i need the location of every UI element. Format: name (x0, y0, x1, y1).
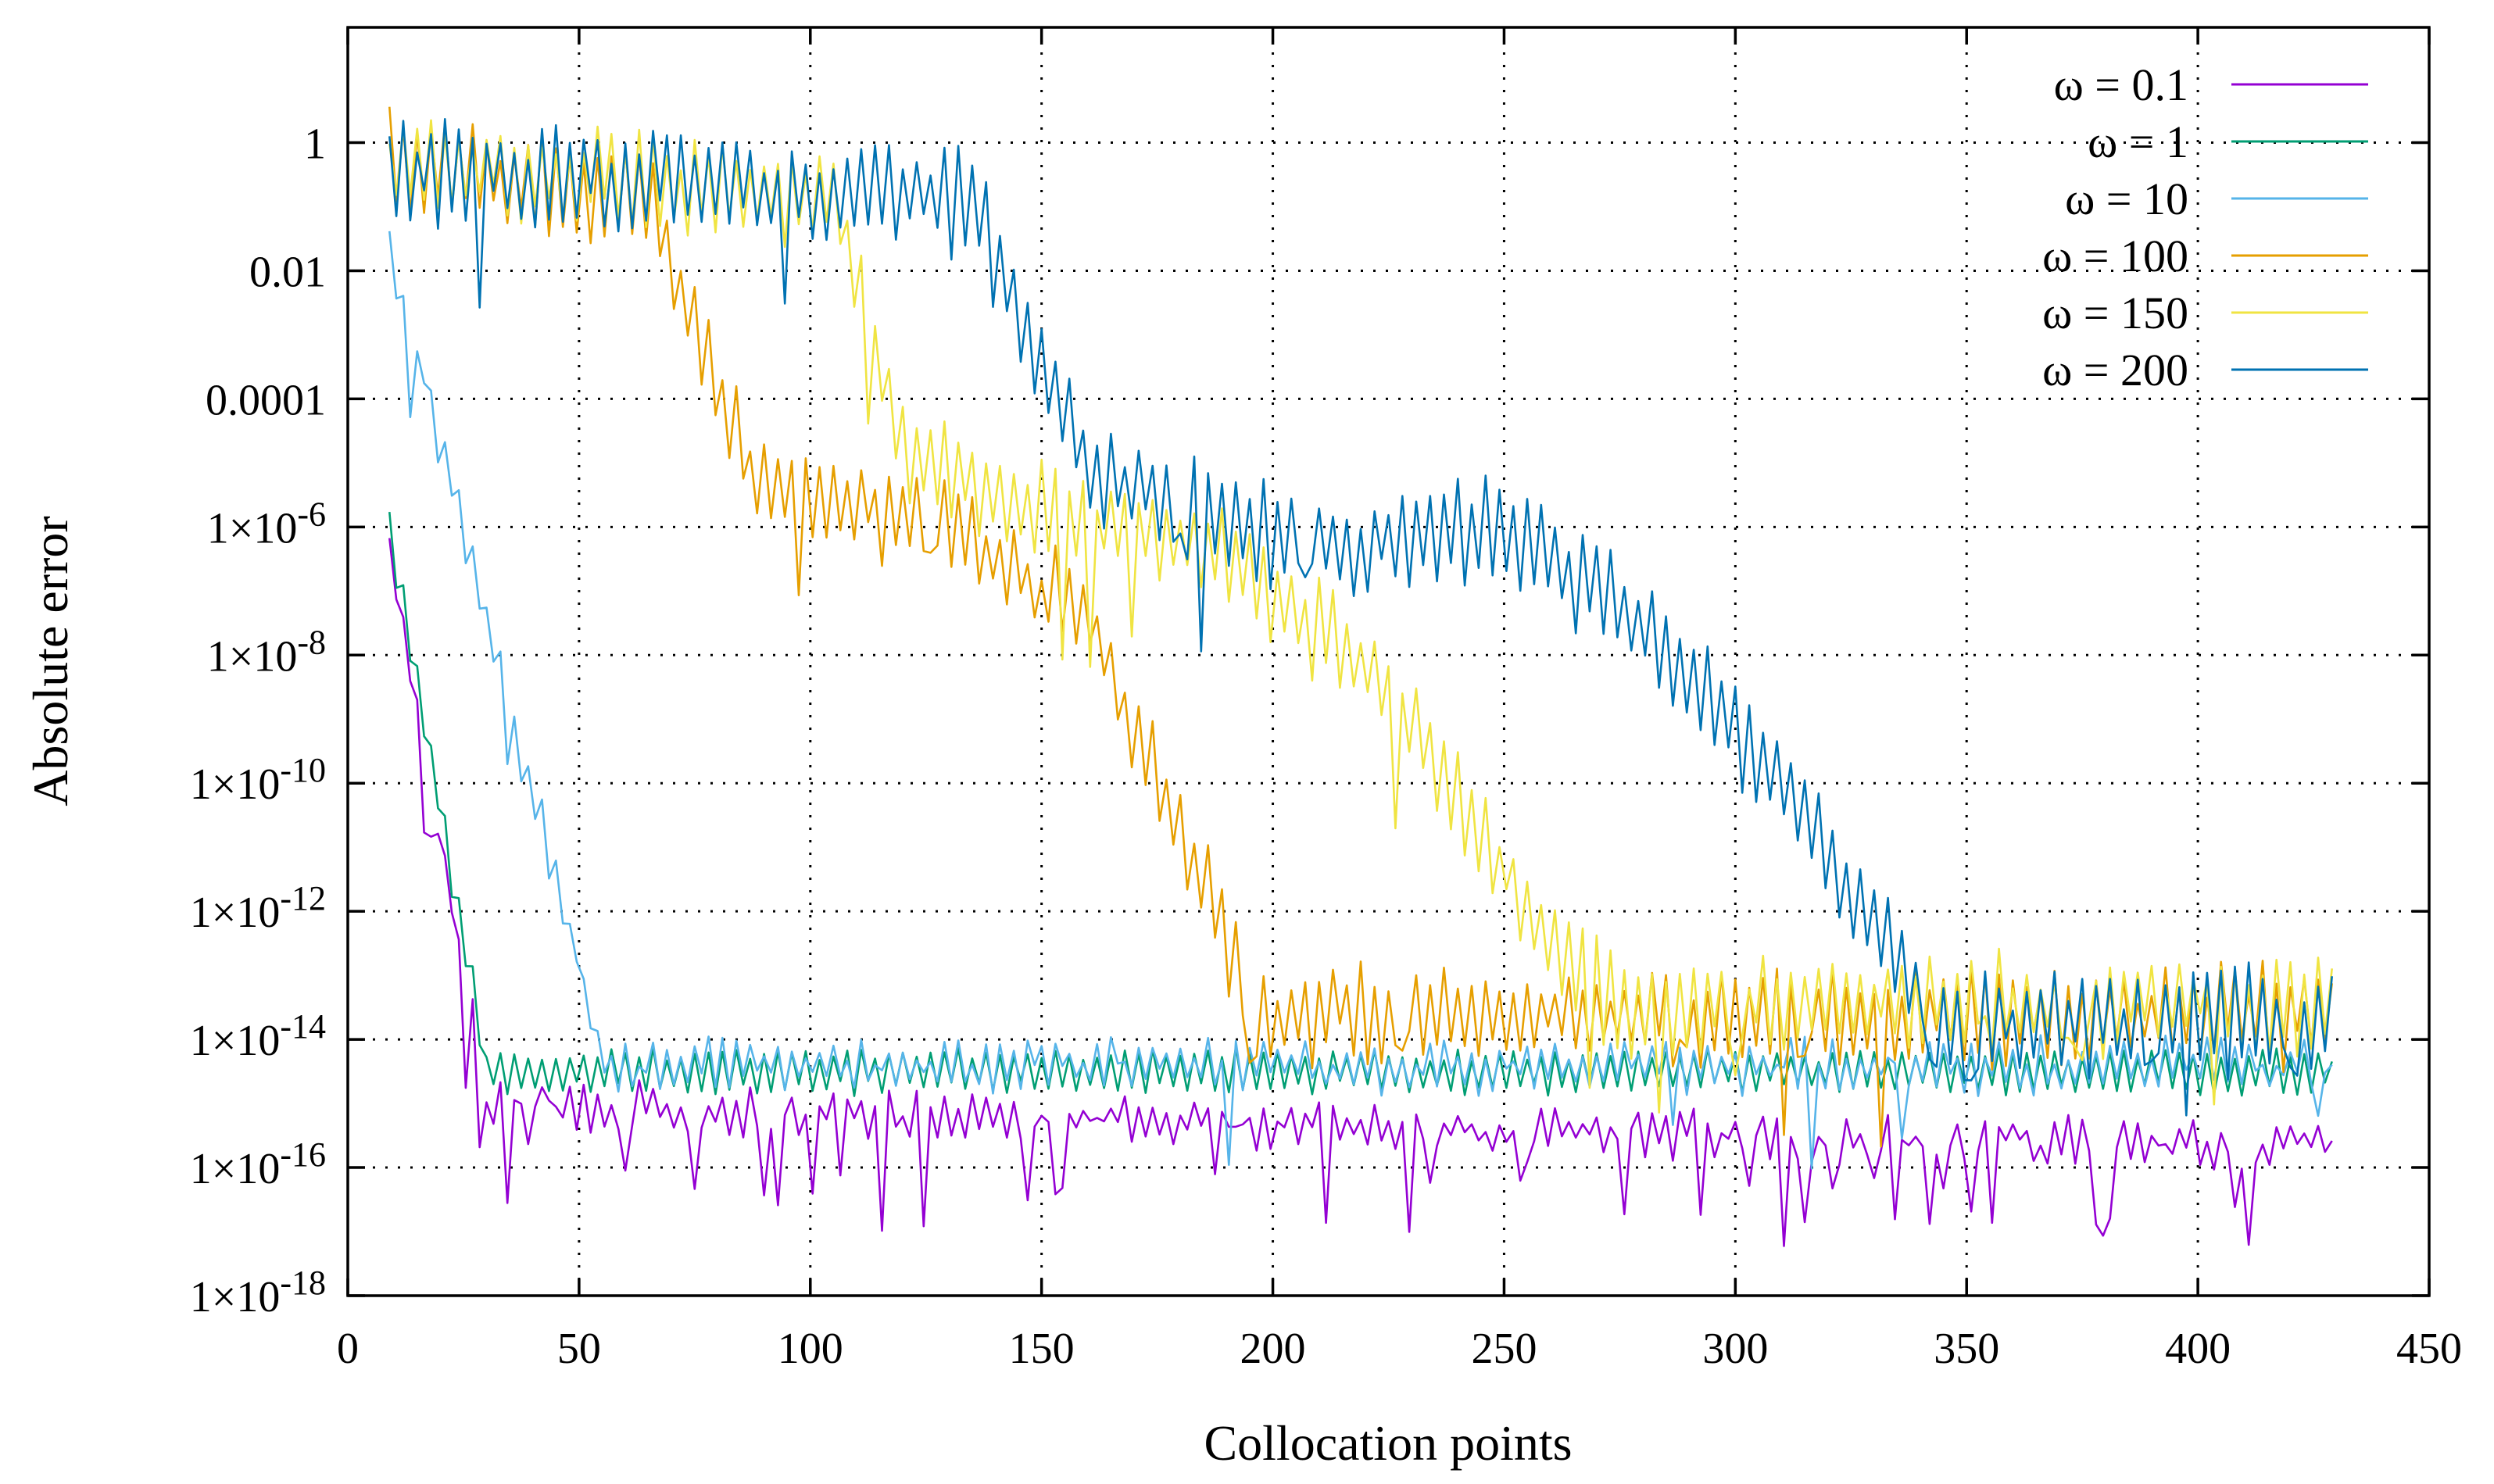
y-tick-label: 0.0001 (206, 376, 326, 424)
series-line-2 (388, 231, 2333, 1170)
y-tick-label: 1×10-8 (207, 623, 326, 681)
y-tick-label: 1×10-16 (190, 1135, 326, 1193)
legend-label: ω = 10 (2065, 173, 2188, 224)
legend: ω = 0.1 ω = 1 ω = 10 ω = 100 ω = 150 ω = 200 (2042, 59, 2368, 395)
legend-label: ω = 1 (2088, 116, 2188, 167)
y-tick-label: 1×10-14 (190, 1007, 326, 1065)
x-tick-label: 400 (2165, 1325, 2231, 1373)
x-tick-label: 350 (1934, 1325, 1999, 1373)
y-tick-label: 1×10-10 (190, 751, 326, 809)
x-tick-label: 450 (2396, 1325, 2462, 1373)
y-tick-labels: 1 0.01 0.0001 1×10-6 1×10-8 1×10-10 1×10-12 1×1… (190, 120, 326, 1321)
x-tick-label: 50 (557, 1325, 601, 1373)
legend-label: ω = 200 (2042, 345, 2188, 395)
series-line-1 (388, 511, 2333, 1097)
axis-ticks (346, 27, 2431, 1297)
legend-label: ω = 150 (2042, 288, 2188, 338)
series-lines (388, 106, 2333, 1247)
x-tick-label: 100 (778, 1325, 843, 1373)
x-axis-title: Collocation points (1204, 1415, 1572, 1471)
x-tick-label: 150 (1009, 1325, 1075, 1373)
x-tick-label: 250 (1471, 1325, 1537, 1373)
series-line-0 (388, 538, 2333, 1247)
plot-frame (346, 26, 2431, 1297)
legend-label: ω = 100 (2042, 231, 2188, 281)
x-tick-labels: 0 50 100 150 200 250 300 350 400 450 (337, 1325, 2462, 1373)
x-tick-label: 300 (1702, 1325, 1768, 1373)
y-tick-label: 0.01 (249, 248, 326, 296)
y-tick-label: 1×10-6 (207, 495, 326, 552)
series-line-3 (388, 106, 2333, 1148)
y-tick-label: 1×10-12 (190, 879, 326, 937)
y-tick-label: 1×10-18 (190, 1264, 326, 1321)
y-axis-title: Absolute error (23, 516, 78, 806)
y-tick-label: 1 (304, 120, 326, 169)
x-tick-label: 200 (1240, 1325, 1306, 1373)
series-line-4 (388, 119, 2333, 1114)
series-line-5 (388, 118, 2333, 1117)
x-tick-label: 0 (337, 1325, 359, 1373)
legend-label: ω = 0.1 (2054, 59, 2188, 110)
